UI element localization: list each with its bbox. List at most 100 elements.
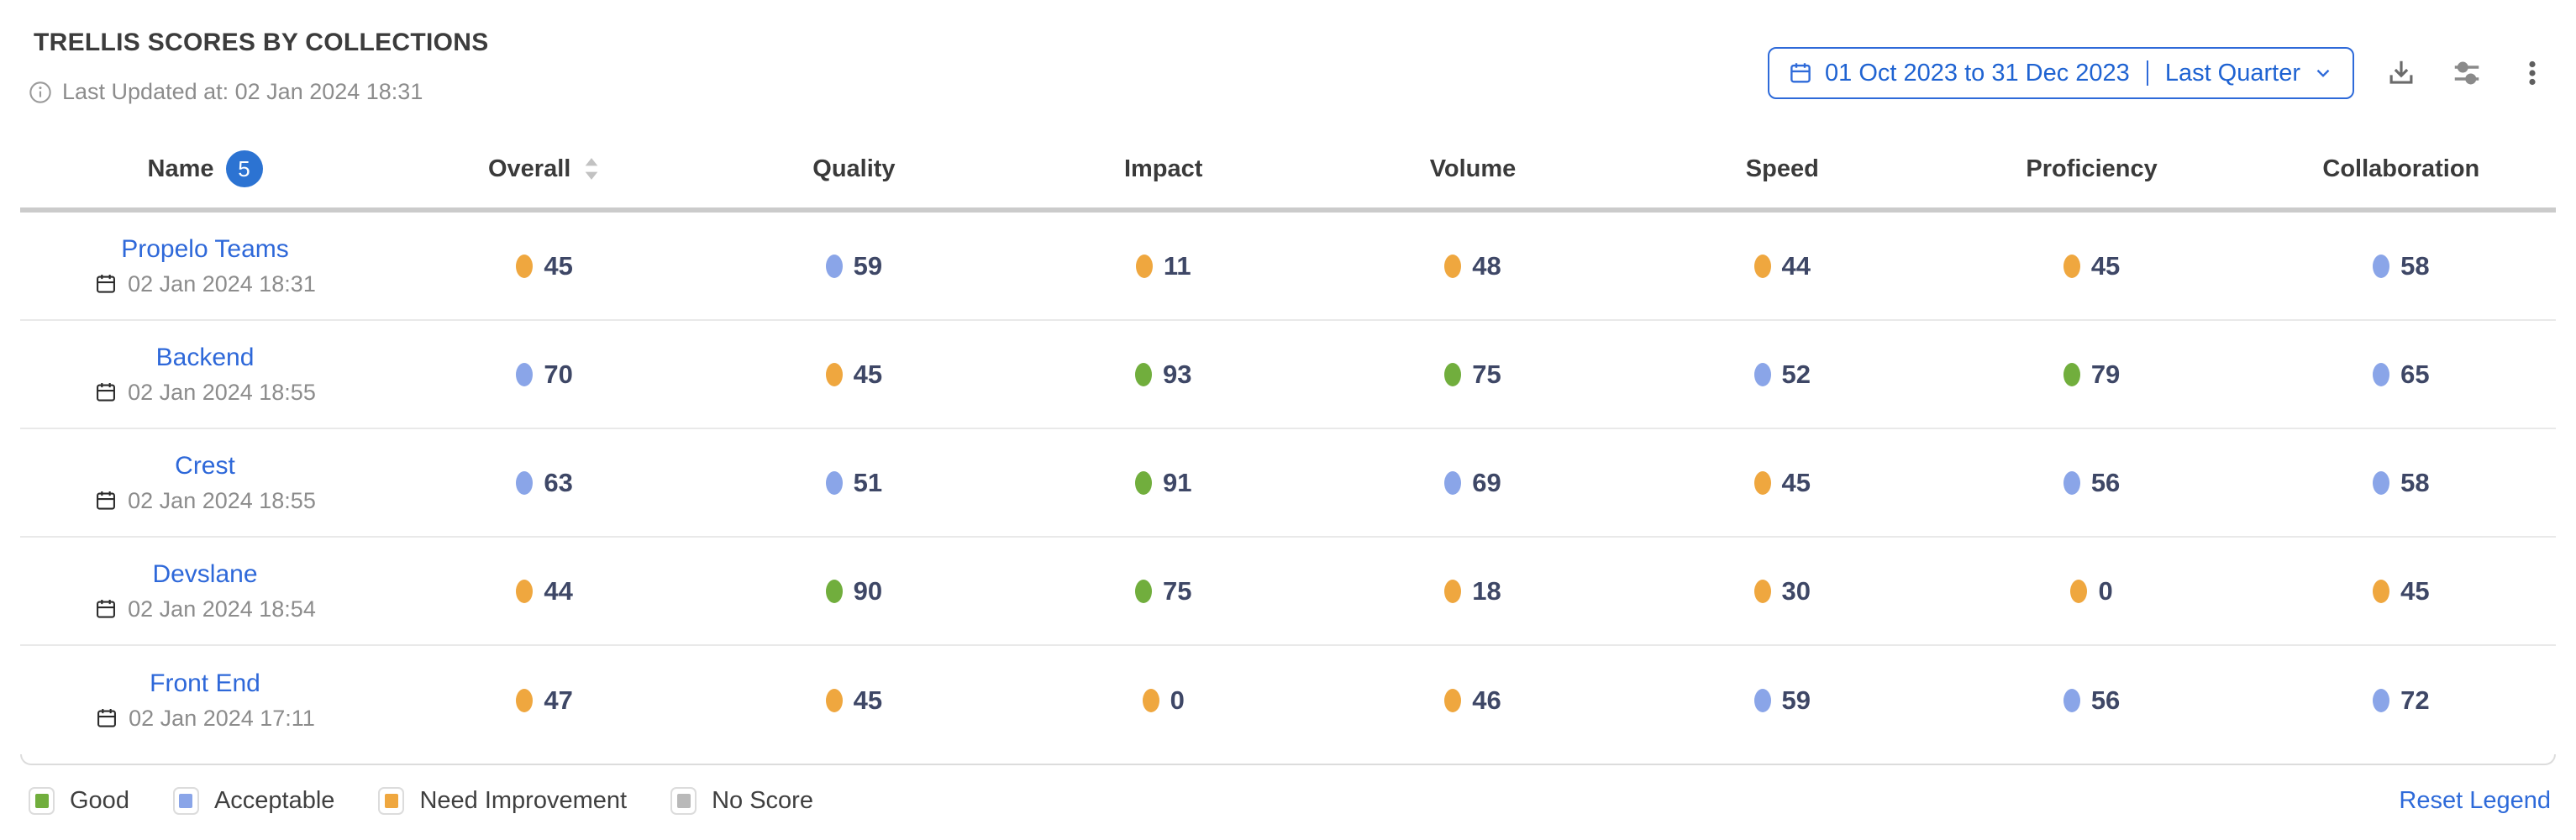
widget-header: TRELLIS SCORES BY COLLECTIONS Last Updat… [0, 0, 2576, 105]
score-cell-speed: 45 [1627, 468, 1937, 498]
table-row: Propelo Teams 02 Jan 2024 18:31 45 59 11… [20, 213, 2556, 321]
table-header-row: Name 5 Overall Quality Impact Volume Spe… [20, 130, 2556, 207]
score-dot [1444, 579, 1462, 603]
score-dot [2063, 470, 2080, 495]
name-cell: Devslane 02 Jan 2024 18:54 [20, 560, 390, 622]
row-count-badge: 5 [225, 150, 263, 187]
row-updated: 02 Jan 2024 17:11 [95, 706, 315, 732]
score-cell-impact: 11 [1009, 251, 1318, 281]
score-dot [2063, 688, 2080, 712]
last-updated: Last Updated at: 02 Jan 2024 18:31 [29, 79, 489, 105]
name-cell: Crest 02 Jan 2024 18:55 [20, 452, 390, 514]
score-cell-overall: 44 [390, 576, 699, 606]
score-dot [1134, 362, 1152, 386]
name-header-label: Name [147, 155, 214, 182]
score-cell-proficiency: 56 [1937, 468, 2246, 498]
score-dot [1444, 470, 1462, 495]
more-options-button[interactable] [2514, 55, 2551, 92]
score-cell-collaboration: 45 [2247, 576, 2556, 606]
chevron-down-icon [2312, 62, 2334, 84]
info-icon [29, 81, 52, 104]
column-header-name: Name 5 [20, 150, 390, 187]
legend-swatch [29, 787, 55, 815]
settings-button[interactable] [2448, 55, 2485, 92]
score-dot [2070, 579, 2088, 603]
legend-item-no-score[interactable]: No Score [670, 787, 813, 815]
score-cell-speed: 44 [1627, 251, 1937, 281]
column-header-overall[interactable]: Overall [390, 155, 699, 183]
score-cell-quality: 59 [699, 251, 1008, 281]
calendar-icon [94, 381, 118, 404]
collection-link[interactable]: Crest [175, 451, 235, 480]
score-cell-speed: 52 [1627, 360, 1937, 390]
table-row: Backend 02 Jan 2024 18:55 70 45 93 75 52… [20, 321, 2556, 429]
collection-link[interactable]: Front End [150, 669, 260, 697]
calendar-icon [94, 597, 118, 621]
score-dot [1134, 579, 1152, 603]
last-updated-text: Last Updated at: 02 Jan 2024 18:31 [62, 79, 423, 104]
score-dot [2373, 362, 2390, 386]
column-header-volume: Volume [1429, 155, 1517, 182]
score-cell-impact: 0 [1009, 685, 1318, 716]
score-dot [825, 254, 843, 278]
score-dot [1444, 362, 1462, 386]
trellis-scores-table: Name 5 Overall Quality Impact Volume Spe… [20, 130, 2556, 765]
legend-item-acceptable[interactable]: Acceptable [172, 787, 334, 815]
row-updated: 02 Jan 2024 18:54 [94, 596, 316, 622]
score-cell-collaboration: 65 [2247, 360, 2556, 390]
legend-item-need-improvement[interactable]: Need Improvement [378, 787, 627, 815]
date-range-picker[interactable]: 01 Oct 2023 to 31 Dec 2023 Last Quarter [1768, 47, 2354, 99]
legend-swatch [670, 787, 697, 815]
score-cell-quality: 45 [699, 685, 1008, 716]
score-dot [1444, 688, 1462, 712]
score-cell-collaboration: 58 [2247, 468, 2556, 498]
legend-swatch [172, 787, 199, 815]
table-row: Crest 02 Jan 2024 18:55 63 51 91 69 45 5… [20, 429, 2556, 538]
kebab-menu-icon [2517, 58, 2547, 88]
download-icon [2385, 57, 2417, 89]
score-cell-impact: 93 [1009, 360, 1318, 390]
score-dot [516, 579, 534, 603]
button-divider [2146, 60, 2148, 86]
calendar-icon [94, 272, 118, 296]
column-header-impact: Impact [1123, 155, 1203, 182]
score-dot [516, 688, 534, 712]
sort-icon[interactable] [582, 156, 601, 181]
score-cell-volume: 48 [1318, 251, 1627, 281]
download-button[interactable] [2383, 55, 2420, 92]
name-cell: Backend 02 Jan 2024 18:55 [20, 344, 390, 406]
score-dot [516, 470, 534, 495]
legend-items: Good Acceptable Need Improvement No Scor… [29, 787, 813, 815]
score-dot [1753, 470, 1771, 495]
table-body: Propelo Teams 02 Jan 2024 18:31 45 59 11… [20, 213, 2556, 754]
table-bottom-border [20, 754, 2556, 765]
score-dot [1444, 254, 1462, 278]
score-cell-collaboration: 58 [2247, 251, 2556, 281]
legend-item-good[interactable]: Good [29, 787, 129, 815]
score-dot [1135, 254, 1153, 278]
score-dot [1753, 579, 1771, 603]
score-dot [2063, 362, 2080, 386]
score-dot [2373, 688, 2390, 712]
score-cell-speed: 59 [1627, 685, 1937, 716]
score-cell-overall: 70 [390, 360, 699, 390]
reset-legend-link[interactable]: Reset Legend [2399, 787, 2551, 814]
legend-swatch [378, 787, 405, 815]
calendar-icon [95, 706, 118, 730]
score-dot [1753, 688, 1771, 712]
score-cell-collaboration: 72 [2247, 685, 2556, 716]
score-cell-proficiency: 79 [1937, 360, 2246, 390]
collection-link[interactable]: Propelo Teams [121, 234, 289, 263]
score-cell-overall: 63 [390, 468, 699, 498]
column-header-collaboration: Collaboration [2322, 155, 2480, 182]
calendar-icon [1788, 60, 1813, 86]
score-cell-proficiency: 0 [1937, 576, 2246, 606]
header-left: TRELLIS SCORES BY COLLECTIONS Last Updat… [29, 29, 489, 105]
collection-link[interactable]: Backend [155, 343, 255, 371]
score-cell-volume: 69 [1318, 468, 1627, 498]
score-cell-overall: 45 [390, 251, 699, 281]
table-row: Devslane 02 Jan 2024 18:54 44 90 75 18 3… [20, 538, 2556, 646]
score-cell-proficiency: 56 [1937, 685, 2246, 716]
collection-link[interactable]: Devslane [152, 559, 258, 588]
table-row: Front End 02 Jan 2024 17:11 47 45 0 46 5… [20, 646, 2556, 754]
